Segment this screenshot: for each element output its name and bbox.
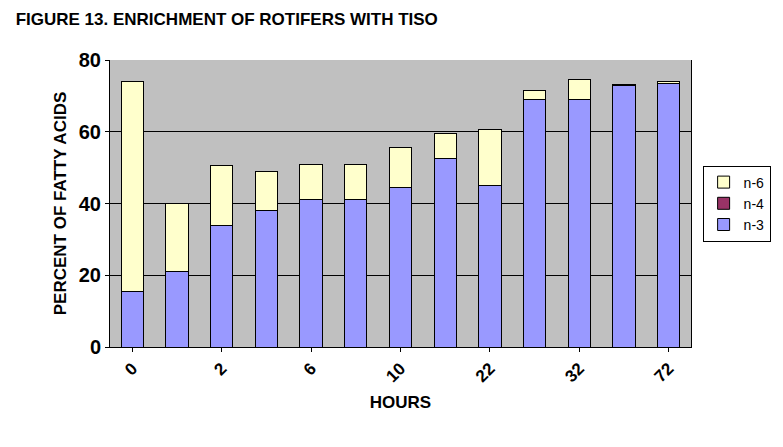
svg-text:40: 40: [79, 193, 101, 215]
svg-text:n-4: n-4: [744, 196, 764, 212]
svg-text:60: 60: [79, 121, 101, 143]
svg-text:0: 0: [90, 336, 101, 358]
svg-text:PERCENT OF FATTY ACIDS: PERCENT OF FATTY ACIDS: [51, 92, 70, 316]
svg-text:HOURS: HOURS: [370, 393, 431, 412]
svg-text:72: 72: [651, 359, 678, 386]
svg-text:FIGURE 13. ENRICHMENT OF ROTIF: FIGURE 13. ENRICHMENT OF ROTIFERS WITH T…: [16, 10, 438, 29]
svg-text:32: 32: [561, 359, 588, 386]
svg-text:n-3: n-3: [744, 217, 764, 233]
svg-text:n-6: n-6: [744, 175, 764, 191]
svg-text:20: 20: [79, 264, 101, 286]
svg-text:22: 22: [472, 359, 499, 386]
svg-text:80: 80: [79, 49, 101, 71]
svg-text:2: 2: [210, 359, 230, 379]
svg-text:6: 6: [300, 359, 320, 379]
svg-text:10: 10: [383, 359, 410, 386]
svg-text:0: 0: [121, 359, 141, 379]
